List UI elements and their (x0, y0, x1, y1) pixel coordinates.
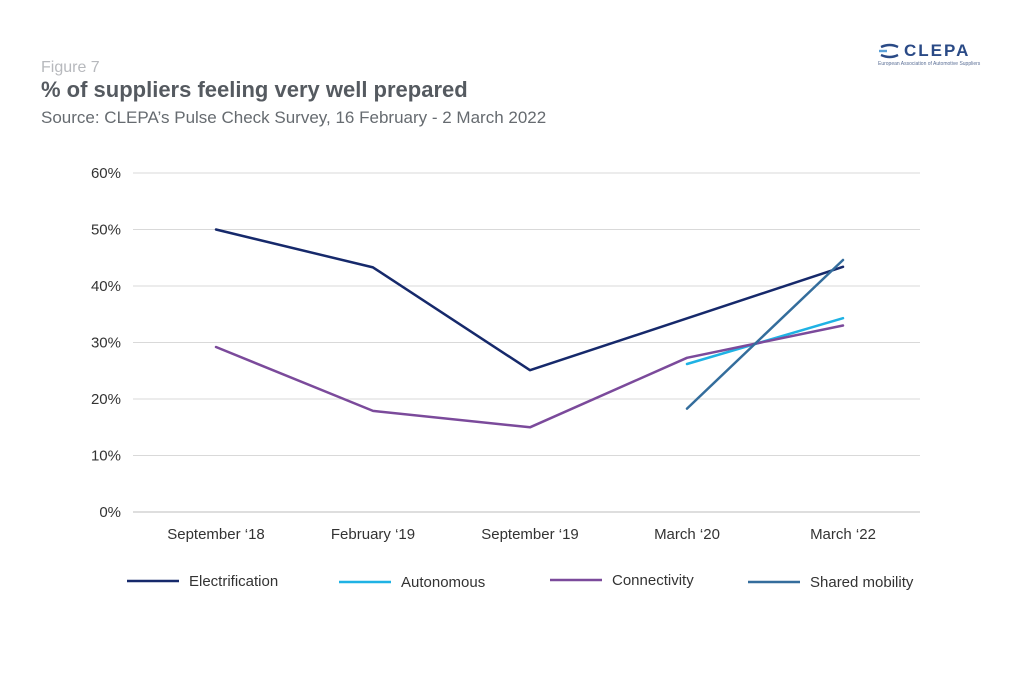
y-tick-label: 0% (99, 504, 121, 521)
logo-wordmark: CLEPA (904, 41, 971, 60)
series-line-connectivity (214, 324, 845, 429)
logo-tagline: European Association of Automotive Suppl… (878, 61, 981, 67)
chart-subtitle: Source: CLEPA’s Pulse Check Survey, 16 F… (41, 108, 547, 127)
x-tick-label: September ‘19 (481, 526, 579, 543)
x-tick-label: March ‘20 (654, 526, 720, 543)
x-tick-label: March ‘22 (810, 526, 876, 543)
x-tick-label: September ‘18 (167, 526, 265, 543)
chart-grid (133, 172, 920, 513)
y-tick-label: 60% (91, 165, 121, 182)
legend-label: Electrification (189, 573, 278, 590)
legend-label: Autonomous (401, 574, 485, 591)
series-line-shared-mobility (685, 258, 845, 410)
clepa-logo: CLEPA European Association of Automotive… (878, 40, 988, 74)
chart-legend: Electrification Autonomous Connectivity Sha… (127, 572, 914, 591)
x-tick-label: February ‘19 (331, 526, 415, 543)
y-axis-ticks: 0% 10% 20% 30% 40% 50% 60% (91, 165, 121, 521)
series-lines (214, 228, 845, 429)
series-line-electrification (214, 228, 845, 372)
y-tick-label: 10% (91, 448, 121, 465)
y-tick-label: 20% (91, 391, 121, 408)
legend-label: Connectivity (612, 572, 694, 589)
clepa-logo-icon (879, 43, 899, 59)
x-axis-ticks: September ‘18 February ‘19 September ‘19 Ma… (167, 526, 876, 543)
y-tick-label: 40% (91, 278, 121, 295)
y-tick-label: 30% (91, 335, 121, 352)
y-tick-label: 50% (91, 222, 121, 239)
figure-label: Figure 7 (41, 59, 100, 76)
legend-label: Shared mobility (810, 574, 914, 591)
chart-title: % of suppliers feeling very well prepare… (41, 77, 468, 102)
